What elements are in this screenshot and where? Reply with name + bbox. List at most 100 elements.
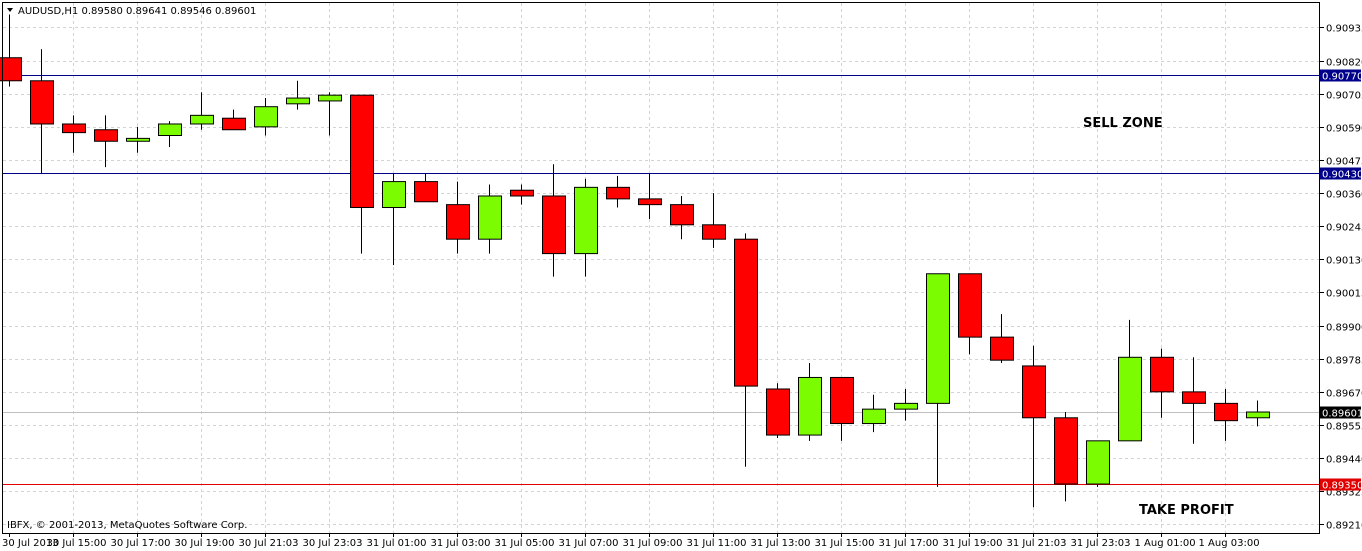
- grid: [3, 3, 1319, 533]
- bearish-candle-body: [510, 189, 534, 197]
- bullish-candle-body: [574, 186, 598, 255]
- bearish-candle-body: [1022, 365, 1046, 419]
- candle: [734, 233, 758, 467]
- bearish-candle-body: [0, 57, 22, 82]
- candle: [478, 184, 502, 254]
- candle: [766, 383, 790, 438]
- time-tick-label: 1 Aug 03:00: [1199, 538, 1260, 549]
- bearish-candle-body: [702, 224, 726, 240]
- current-price-label: 0.89601: [1322, 409, 1362, 420]
- candle: [1118, 319, 1142, 442]
- bullish-candle-body: [158, 123, 182, 137]
- bearish-candle-body: [414, 181, 438, 203]
- candle: [62, 115, 86, 153]
- candle: [990, 314, 1014, 364]
- symbol-header: AUDUSD,H1 0.89580 0.89641 0.89546 0.8960…: [18, 6, 256, 17]
- bullish-candle-body: [1246, 411, 1270, 419]
- bearish-candle-body: [94, 129, 118, 142]
- level-marker-bg: [1320, 69, 1361, 82]
- bullish-candle-body: [126, 137, 150, 142]
- price-tick-label: 0.89785: [1326, 356, 1362, 367]
- bearish-candle-body: [734, 238, 758, 387]
- candle: [1086, 440, 1110, 487]
- candle: [510, 184, 534, 205]
- time-tick-label: 31 Jul 05:00: [495, 538, 555, 549]
- bearish-candle-body: [638, 198, 662, 206]
- candle: [1150, 348, 1174, 418]
- bearish-candle-body: [990, 336, 1014, 361]
- candle: [30, 49, 54, 173]
- candle: [1054, 412, 1078, 502]
- bearish-candle-body: [670, 204, 694, 226]
- candle: [830, 376, 854, 441]
- bearish-candle-body: [1214, 402, 1238, 422]
- time-tick-label: 30 Jul 23:03: [303, 538, 363, 549]
- time-tick-label: 30 Jul 17:00: [111, 538, 171, 549]
- candle: [254, 98, 278, 136]
- bullish-candle-body: [190, 114, 214, 125]
- time-tick-label: 31 Jul 01:00: [367, 538, 427, 549]
- candle: [446, 181, 470, 254]
- bearish-candle-body: [766, 388, 790, 436]
- candle: [958, 273, 982, 355]
- time-tick-label: 30 Jul 21:03: [239, 538, 299, 549]
- time-tick-label: 31 Jul 03:00: [431, 538, 491, 549]
- time-tick-label: 30 Jul 2013: [2, 538, 59, 549]
- candle: [542, 164, 566, 277]
- candle: [862, 394, 886, 433]
- take-profit-label: TAKE PROFIT: [1139, 503, 1234, 518]
- bearish-candle-body: [1182, 391, 1206, 404]
- level-marker-label: 0.90430: [1322, 170, 1362, 181]
- candle: [350, 94, 374, 254]
- candle: [1214, 388, 1238, 441]
- bullish-candle-body: [382, 181, 406, 209]
- price-tick-label: 0.90015: [1326, 289, 1362, 300]
- candle: [798, 363, 822, 441]
- time-tick-label: 31 Jul 15:00: [815, 538, 875, 549]
- bullish-candle-body: [318, 94, 342, 102]
- bearish-candle-body: [446, 204, 470, 240]
- bearish-candle-body: [830, 376, 854, 425]
- bullish-candle-body: [862, 408, 886, 425]
- bearish-candle-body: [958, 273, 982, 338]
- candle: [414, 172, 438, 203]
- price-tick-label: 0.90245: [1326, 223, 1362, 234]
- price-tick-label: 0.89325: [1326, 488, 1362, 499]
- level-marker-bg: [1320, 167, 1361, 180]
- bearish-candle-body: [1054, 417, 1078, 485]
- dropdown-arrow-icon[interactable]: [7, 8, 13, 12]
- time-tick-label: 31 Jul 11:00: [687, 538, 747, 549]
- candle: [1182, 357, 1206, 444]
- bearish-candle-body: [1150, 356, 1174, 393]
- level-marker-label: 0.89350: [1322, 481, 1362, 492]
- bearish-candle-body: [62, 123, 86, 134]
- time-tick-label: 31 Jul 13:00: [751, 538, 811, 549]
- bullish-candle-body: [926, 273, 950, 404]
- candle: [126, 126, 150, 153]
- time-tick-label: 30 Jul 19:00: [175, 538, 235, 549]
- time-tick-label: 31 Jul 19:00: [943, 538, 1003, 549]
- bearish-candle-body: [222, 117, 246, 131]
- candle: [382, 172, 406, 266]
- bullish-candle-body: [286, 97, 310, 105]
- candle: [158, 121, 182, 148]
- candle: [0, 14, 22, 87]
- level-marker-bg: [1320, 478, 1361, 491]
- bearish-candle-body: [606, 186, 630, 200]
- time-tick-label: 31 Jul 07:00: [559, 538, 619, 549]
- bearish-candle-body: [30, 80, 54, 125]
- sell-zone-label: SELL ZONE: [1083, 116, 1163, 131]
- candle: [574, 178, 598, 277]
- time-tick-label: 31 Jul 21:03: [1007, 538, 1067, 549]
- level-marker-label: 0.90770: [1322, 72, 1362, 83]
- candle: [1022, 345, 1046, 508]
- bullish-candle-body: [254, 106, 278, 128]
- price-tick-label: 0.90475: [1326, 157, 1362, 168]
